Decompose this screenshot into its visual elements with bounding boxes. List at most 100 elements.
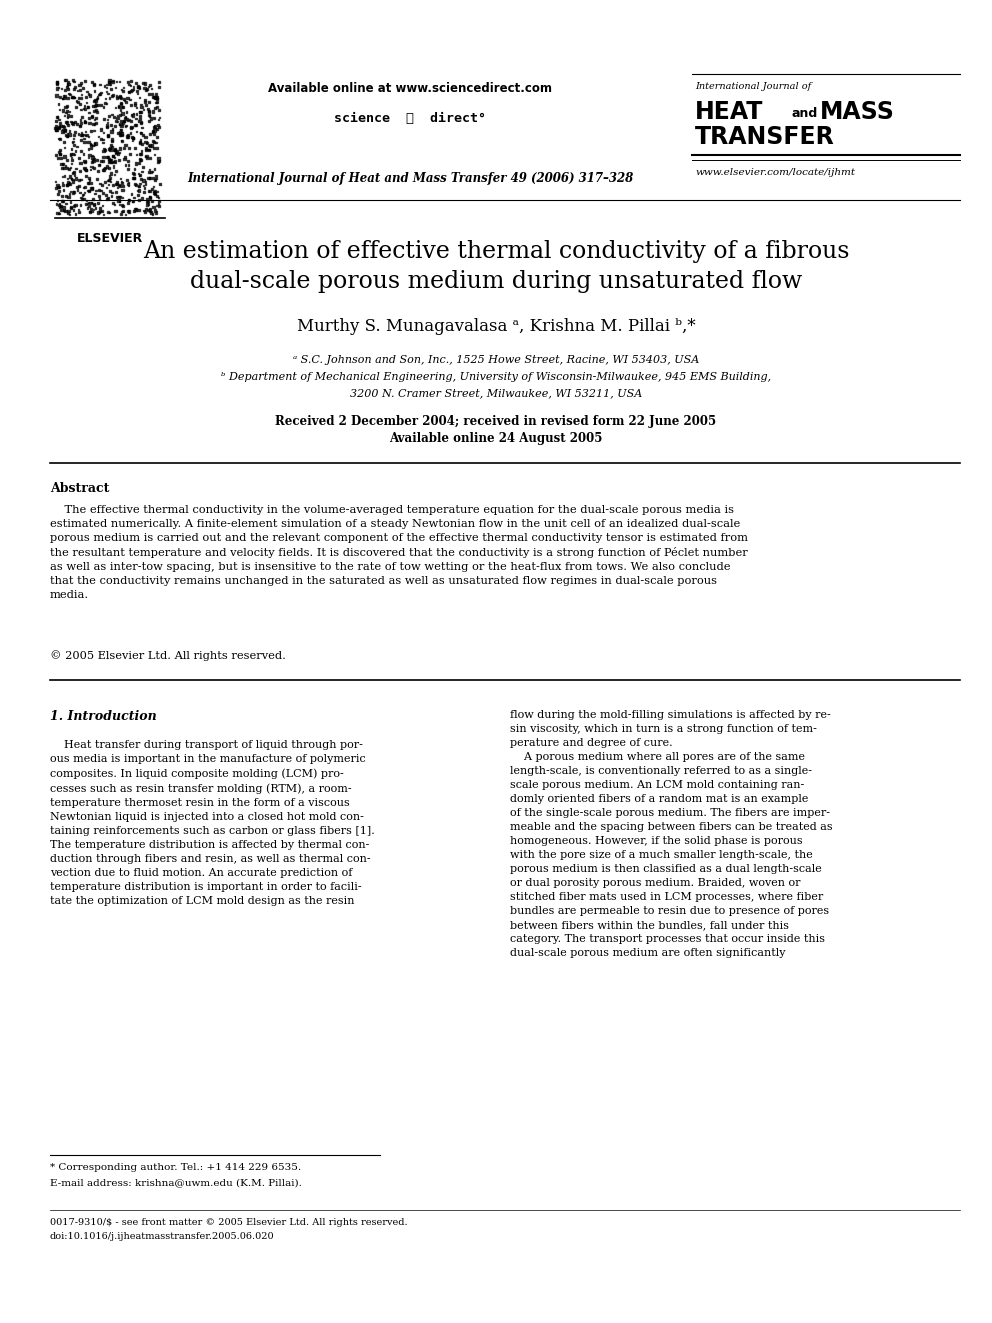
Point — [124, 116, 140, 138]
Point — [67, 140, 83, 161]
Point — [136, 169, 152, 191]
Point — [50, 183, 65, 204]
Point — [121, 189, 137, 210]
Point — [52, 115, 67, 136]
Point — [139, 188, 155, 209]
Point — [82, 85, 98, 106]
Point — [142, 139, 158, 160]
Point — [147, 184, 163, 205]
Point — [141, 139, 157, 160]
Point — [76, 131, 92, 152]
Point — [62, 156, 78, 177]
Text: 0017-9310/$ - see front matter © 2005 Elsevier Ltd. All rights reserved.: 0017-9310/$ - see front matter © 2005 El… — [50, 1218, 408, 1226]
Point — [105, 175, 121, 196]
Text: Available online 24 August 2005: Available online 24 August 2005 — [389, 433, 603, 445]
Point — [121, 201, 137, 222]
Point — [105, 146, 121, 167]
Point — [133, 94, 149, 115]
Point — [61, 74, 76, 95]
Point — [84, 147, 100, 168]
Point — [95, 147, 111, 168]
Point — [67, 204, 83, 225]
Point — [150, 181, 166, 202]
Point — [137, 90, 153, 111]
Point — [120, 71, 136, 93]
Point — [113, 130, 129, 151]
Point — [77, 120, 93, 142]
Point — [136, 177, 152, 198]
Point — [90, 94, 106, 115]
Point — [66, 144, 82, 165]
Point — [133, 111, 149, 132]
Point — [86, 194, 102, 216]
Point — [111, 191, 127, 212]
Point — [102, 165, 118, 187]
Point — [51, 142, 66, 163]
Point — [60, 175, 75, 196]
Point — [54, 148, 69, 169]
Point — [112, 86, 128, 107]
Point — [134, 160, 150, 181]
Point — [131, 189, 147, 210]
Point — [72, 194, 88, 216]
Point — [116, 110, 132, 131]
Point — [98, 81, 114, 102]
Point — [109, 87, 125, 108]
Point — [132, 143, 148, 164]
Point — [113, 119, 129, 140]
Point — [76, 111, 92, 132]
Text: 1. Introduction: 1. Introduction — [50, 710, 157, 722]
Point — [91, 185, 107, 206]
Point — [145, 120, 161, 142]
Point — [81, 169, 97, 191]
Point — [55, 115, 70, 136]
Point — [63, 139, 79, 160]
Point — [104, 181, 120, 202]
Point — [143, 202, 159, 224]
Point — [64, 112, 80, 134]
Point — [61, 172, 76, 193]
Point — [62, 181, 78, 202]
Point — [113, 93, 129, 114]
Point — [61, 105, 76, 126]
Point — [109, 107, 125, 128]
Point — [120, 172, 136, 193]
Point — [117, 107, 133, 128]
Point — [107, 201, 123, 222]
Point — [80, 107, 96, 128]
Point — [118, 115, 134, 136]
Point — [119, 108, 135, 130]
Point — [91, 189, 107, 210]
Point — [62, 124, 77, 146]
Point — [107, 115, 123, 136]
Point — [76, 128, 92, 149]
Point — [60, 202, 75, 224]
Point — [103, 74, 119, 95]
Point — [59, 193, 74, 214]
Point — [81, 102, 97, 123]
Point — [62, 204, 77, 225]
Point — [96, 159, 112, 180]
Point — [52, 128, 67, 149]
Point — [142, 198, 158, 220]
Point — [112, 86, 128, 107]
Point — [147, 120, 163, 142]
Point — [50, 107, 65, 128]
Point — [55, 101, 70, 122]
Point — [58, 102, 73, 123]
Point — [101, 139, 117, 160]
Point — [127, 114, 143, 135]
Point — [80, 147, 96, 168]
Point — [109, 105, 125, 126]
Point — [118, 116, 134, 138]
Point — [64, 181, 80, 202]
Point — [112, 114, 128, 135]
Point — [68, 97, 84, 118]
Point — [70, 198, 86, 220]
Point — [50, 118, 65, 139]
Point — [150, 114, 166, 135]
Point — [132, 87, 148, 108]
Point — [149, 201, 165, 222]
Point — [57, 138, 72, 159]
Point — [51, 176, 66, 197]
